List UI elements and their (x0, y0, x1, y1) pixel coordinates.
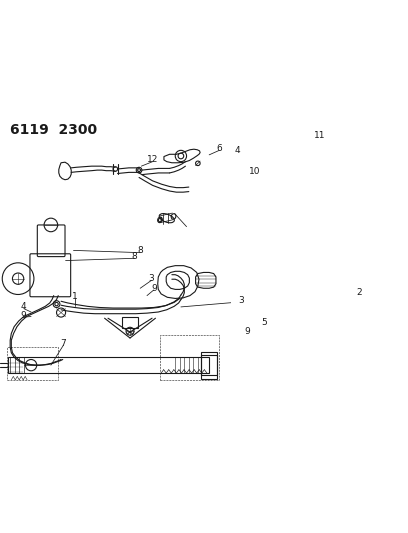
Text: 9: 9 (151, 284, 157, 293)
Bar (201, 352, 217, 379)
Text: 9: 9 (244, 327, 250, 336)
Text: 8: 8 (132, 252, 137, 261)
Text: 3: 3 (239, 296, 244, 305)
Text: 11: 11 (314, 131, 326, 140)
Text: 3: 3 (149, 274, 154, 283)
Bar (201, 355, 217, 375)
Text: 6: 6 (217, 143, 222, 152)
Bar (122, 317, 138, 328)
Text: 12: 12 (147, 156, 158, 165)
Text: 4: 4 (235, 147, 240, 156)
Text: 1: 1 (72, 292, 78, 301)
Text: 5: 5 (261, 318, 267, 327)
Text: 4: 4 (21, 302, 27, 311)
Bar (160, 335, 220, 380)
Bar (7, 347, 58, 380)
Text: 6119  2300: 6119 2300 (10, 123, 97, 137)
Text: 2: 2 (357, 288, 362, 297)
Bar (9, 357, 209, 373)
Text: 7: 7 (60, 339, 66, 348)
Text: 9: 9 (21, 311, 27, 320)
Text: 10: 10 (248, 167, 260, 176)
Text: 8: 8 (137, 246, 143, 255)
